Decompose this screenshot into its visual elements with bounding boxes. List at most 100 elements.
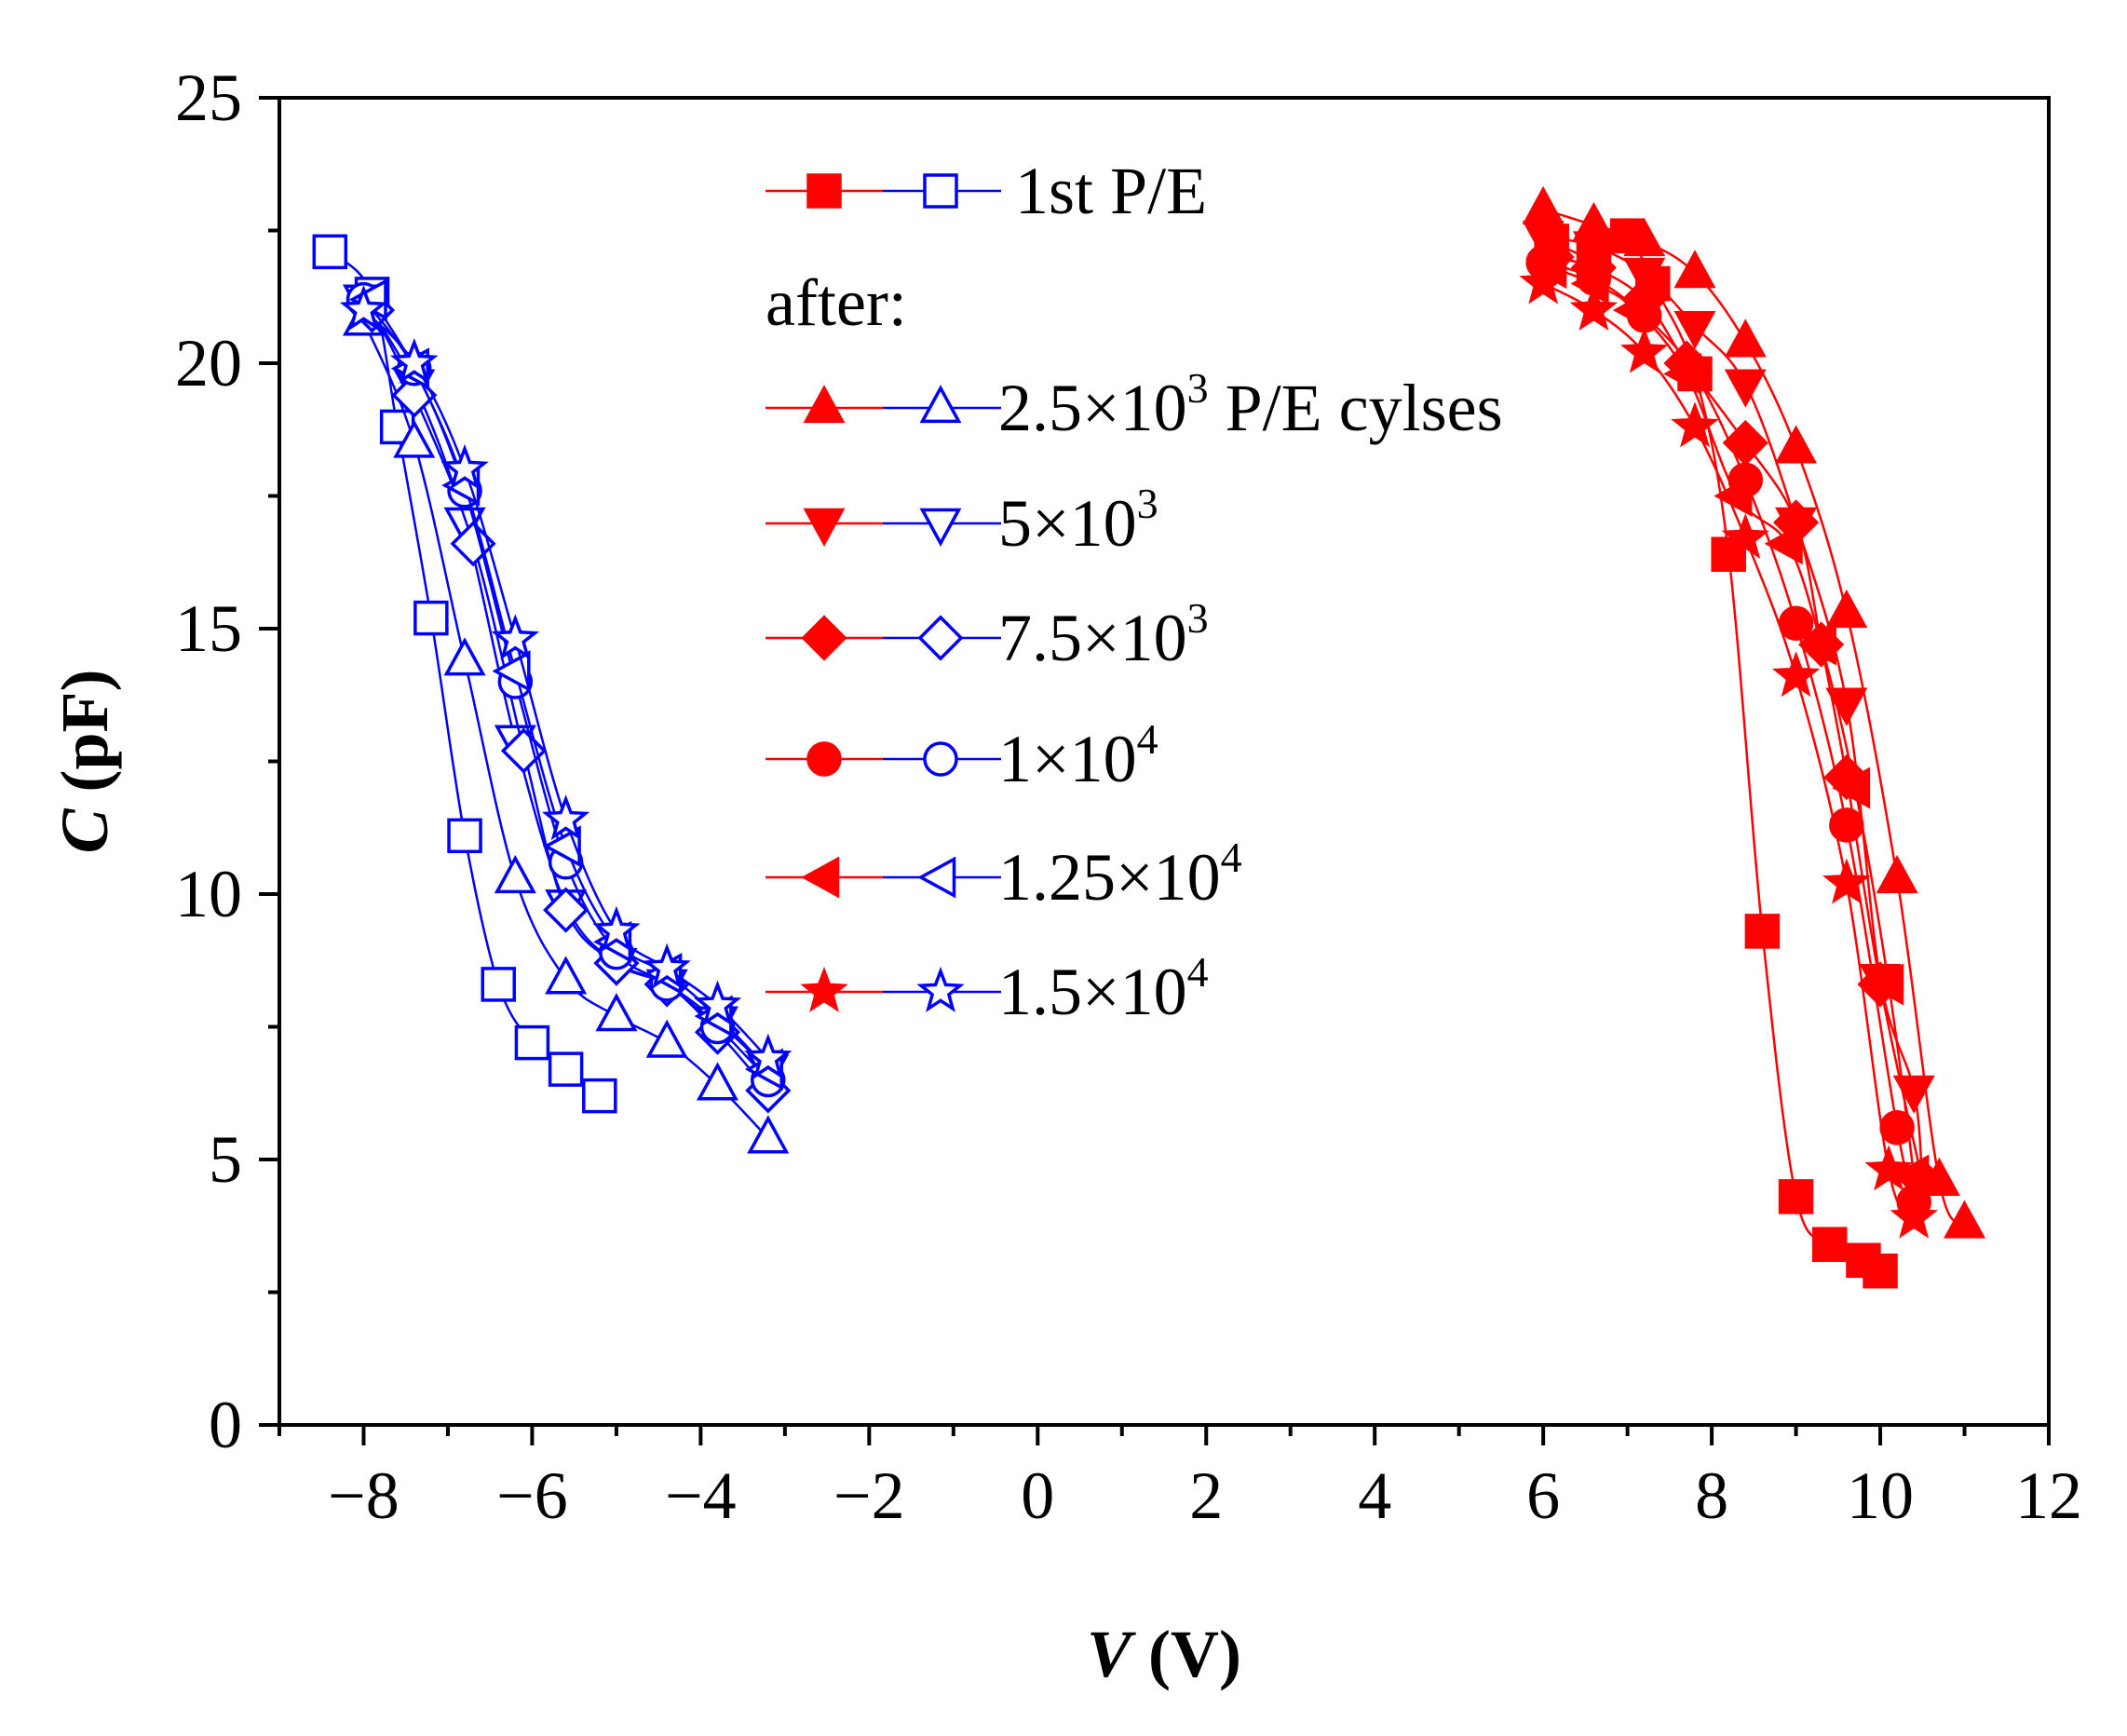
program-point: [1832, 766, 1871, 809]
erase-point: [514, 1024, 550, 1061]
program-point: [1673, 250, 1716, 289]
x-tick-label: 12: [2015, 1458, 2082, 1533]
legend-marker-program: [800, 966, 848, 1012]
program-point: [1944, 1200, 1986, 1239]
program-point: [1764, 522, 1803, 565]
legend-item: 5×103: [765, 480, 1158, 561]
program-point: [1522, 185, 1565, 224]
erase-point: [643, 943, 691, 989]
program-curve: [1542, 261, 1916, 1202]
legend-label: 1st P/E: [1015, 154, 1207, 228]
program-point: [1865, 963, 1904, 1006]
erase-point: [696, 1062, 738, 1101]
legend-label: 1×104: [998, 715, 1158, 796]
erase-curve: [371, 298, 769, 1070]
program-point: [1570, 262, 1609, 305]
erase-point: [339, 284, 388, 331]
program-point: [1771, 651, 1821, 698]
program-point: [1812, 1227, 1848, 1262]
erase-point: [393, 419, 436, 458]
erase-point: [494, 854, 536, 894]
y-tick-label: 10: [175, 857, 242, 931]
program-curve: [1551, 255, 1924, 1182]
x-axis-title-unit: (V): [1131, 1617, 1241, 1691]
program-point: [1663, 352, 1702, 395]
y-tick-label: 5: [209, 1122, 242, 1197]
plot-frame: [278, 96, 2051, 1427]
erase-point: [541, 794, 590, 841]
series-layer: [312, 185, 1986, 1289]
program-point: [1775, 425, 1818, 464]
erase-point: [491, 614, 540, 660]
legend-marker-erase: [923, 741, 958, 777]
erase-point: [447, 818, 482, 854]
x-tick-label: 4: [1358, 1458, 1391, 1533]
legend-item: 1×104: [765, 715, 1158, 796]
legend-marker-program: [801, 615, 847, 661]
program-point: [1620, 327, 1669, 373]
y-tick-label: 20: [175, 326, 242, 400]
x-axis: −8 −6 −4 −2 0 2 4 6 8 10 12: [278, 1425, 2082, 1533]
y-tick-label: 25: [175, 61, 242, 135]
legend-marker-erase: [919, 385, 962, 424]
erase-point: [413, 600, 449, 636]
program-point: [1724, 319, 1767, 358]
y-axis: 0 5 10 15 20 25: [175, 61, 279, 1462]
erase-point: [545, 956, 588, 995]
program-curve: [1542, 282, 1916, 1219]
erase-point: [582, 1078, 617, 1114]
x-tick-label: −2: [833, 1458, 905, 1533]
erase-point: [443, 637, 486, 676]
y-axis-title: C (pF): [47, 669, 122, 853]
legend-marker-erase: [917, 856, 956, 899]
program-point: [1569, 284, 1619, 331]
legend-item: 1.25×104: [765, 834, 1242, 915]
legend-label: 7.5×103: [998, 594, 1209, 675]
program-point: [1673, 310, 1716, 350]
program-point: [1612, 289, 1651, 332]
legend-item: 1st P/E: [765, 154, 1207, 228]
series-star: [339, 258, 1939, 1239]
legend-marker-program: [806, 741, 842, 777]
program-point: [1778, 1179, 1814, 1214]
x-tick-label: 0: [1021, 1458, 1054, 1533]
erase-point: [481, 967, 516, 1002]
program-point: [1892, 1075, 1935, 1114]
program-point: [1864, 1145, 1913, 1191]
program-point: [1825, 589, 1868, 629]
y-tick-label: 15: [175, 591, 242, 666]
program-point: [1714, 475, 1753, 518]
program-point: [1671, 401, 1719, 448]
program-point: [1890, 1192, 1939, 1239]
legend-label: 1.25×104: [998, 834, 1242, 915]
legend-marker-program: [803, 385, 846, 424]
legend-marker-erase: [917, 615, 964, 661]
legend-item: 1.5×104: [765, 948, 1209, 1029]
program-point: [1623, 218, 1666, 257]
legend-header: after:: [765, 265, 907, 340]
program-point: [1519, 258, 1567, 305]
x-axis-title: V (V): [1087, 1617, 1241, 1691]
program-point: [1876, 854, 1918, 894]
legend-label: 1.5×104: [998, 948, 1209, 1029]
erase-point: [743, 1033, 793, 1079]
legend-item: 7.5×103: [765, 594, 1209, 675]
x-tick-label: 8: [1695, 1458, 1728, 1533]
erase-point: [592, 905, 641, 952]
erase-point: [645, 1019, 688, 1058]
x-tick-label: −4: [665, 1458, 737, 1533]
legend: 1st P/E 2.5×103 P/E cylses 5×103 7.5×103 1×1…: [765, 154, 1503, 1029]
erase-point: [312, 234, 348, 270]
y-axis-title-symbol: C: [47, 808, 122, 854]
program-curve: [1551, 266, 1916, 1176]
x-tick-label: 2: [1189, 1458, 1223, 1533]
erase-point: [595, 993, 638, 1032]
program-point: [1797, 623, 1836, 666]
program-point: [1623, 257, 1666, 296]
erase-point: [693, 980, 742, 1026]
legend-label: 5×103: [998, 480, 1158, 561]
x-tick-label: 10: [1847, 1458, 1914, 1533]
legend-label: 2.5×103 P/E cylses: [998, 364, 1503, 445]
x-tick-label: −6: [496, 1458, 568, 1533]
